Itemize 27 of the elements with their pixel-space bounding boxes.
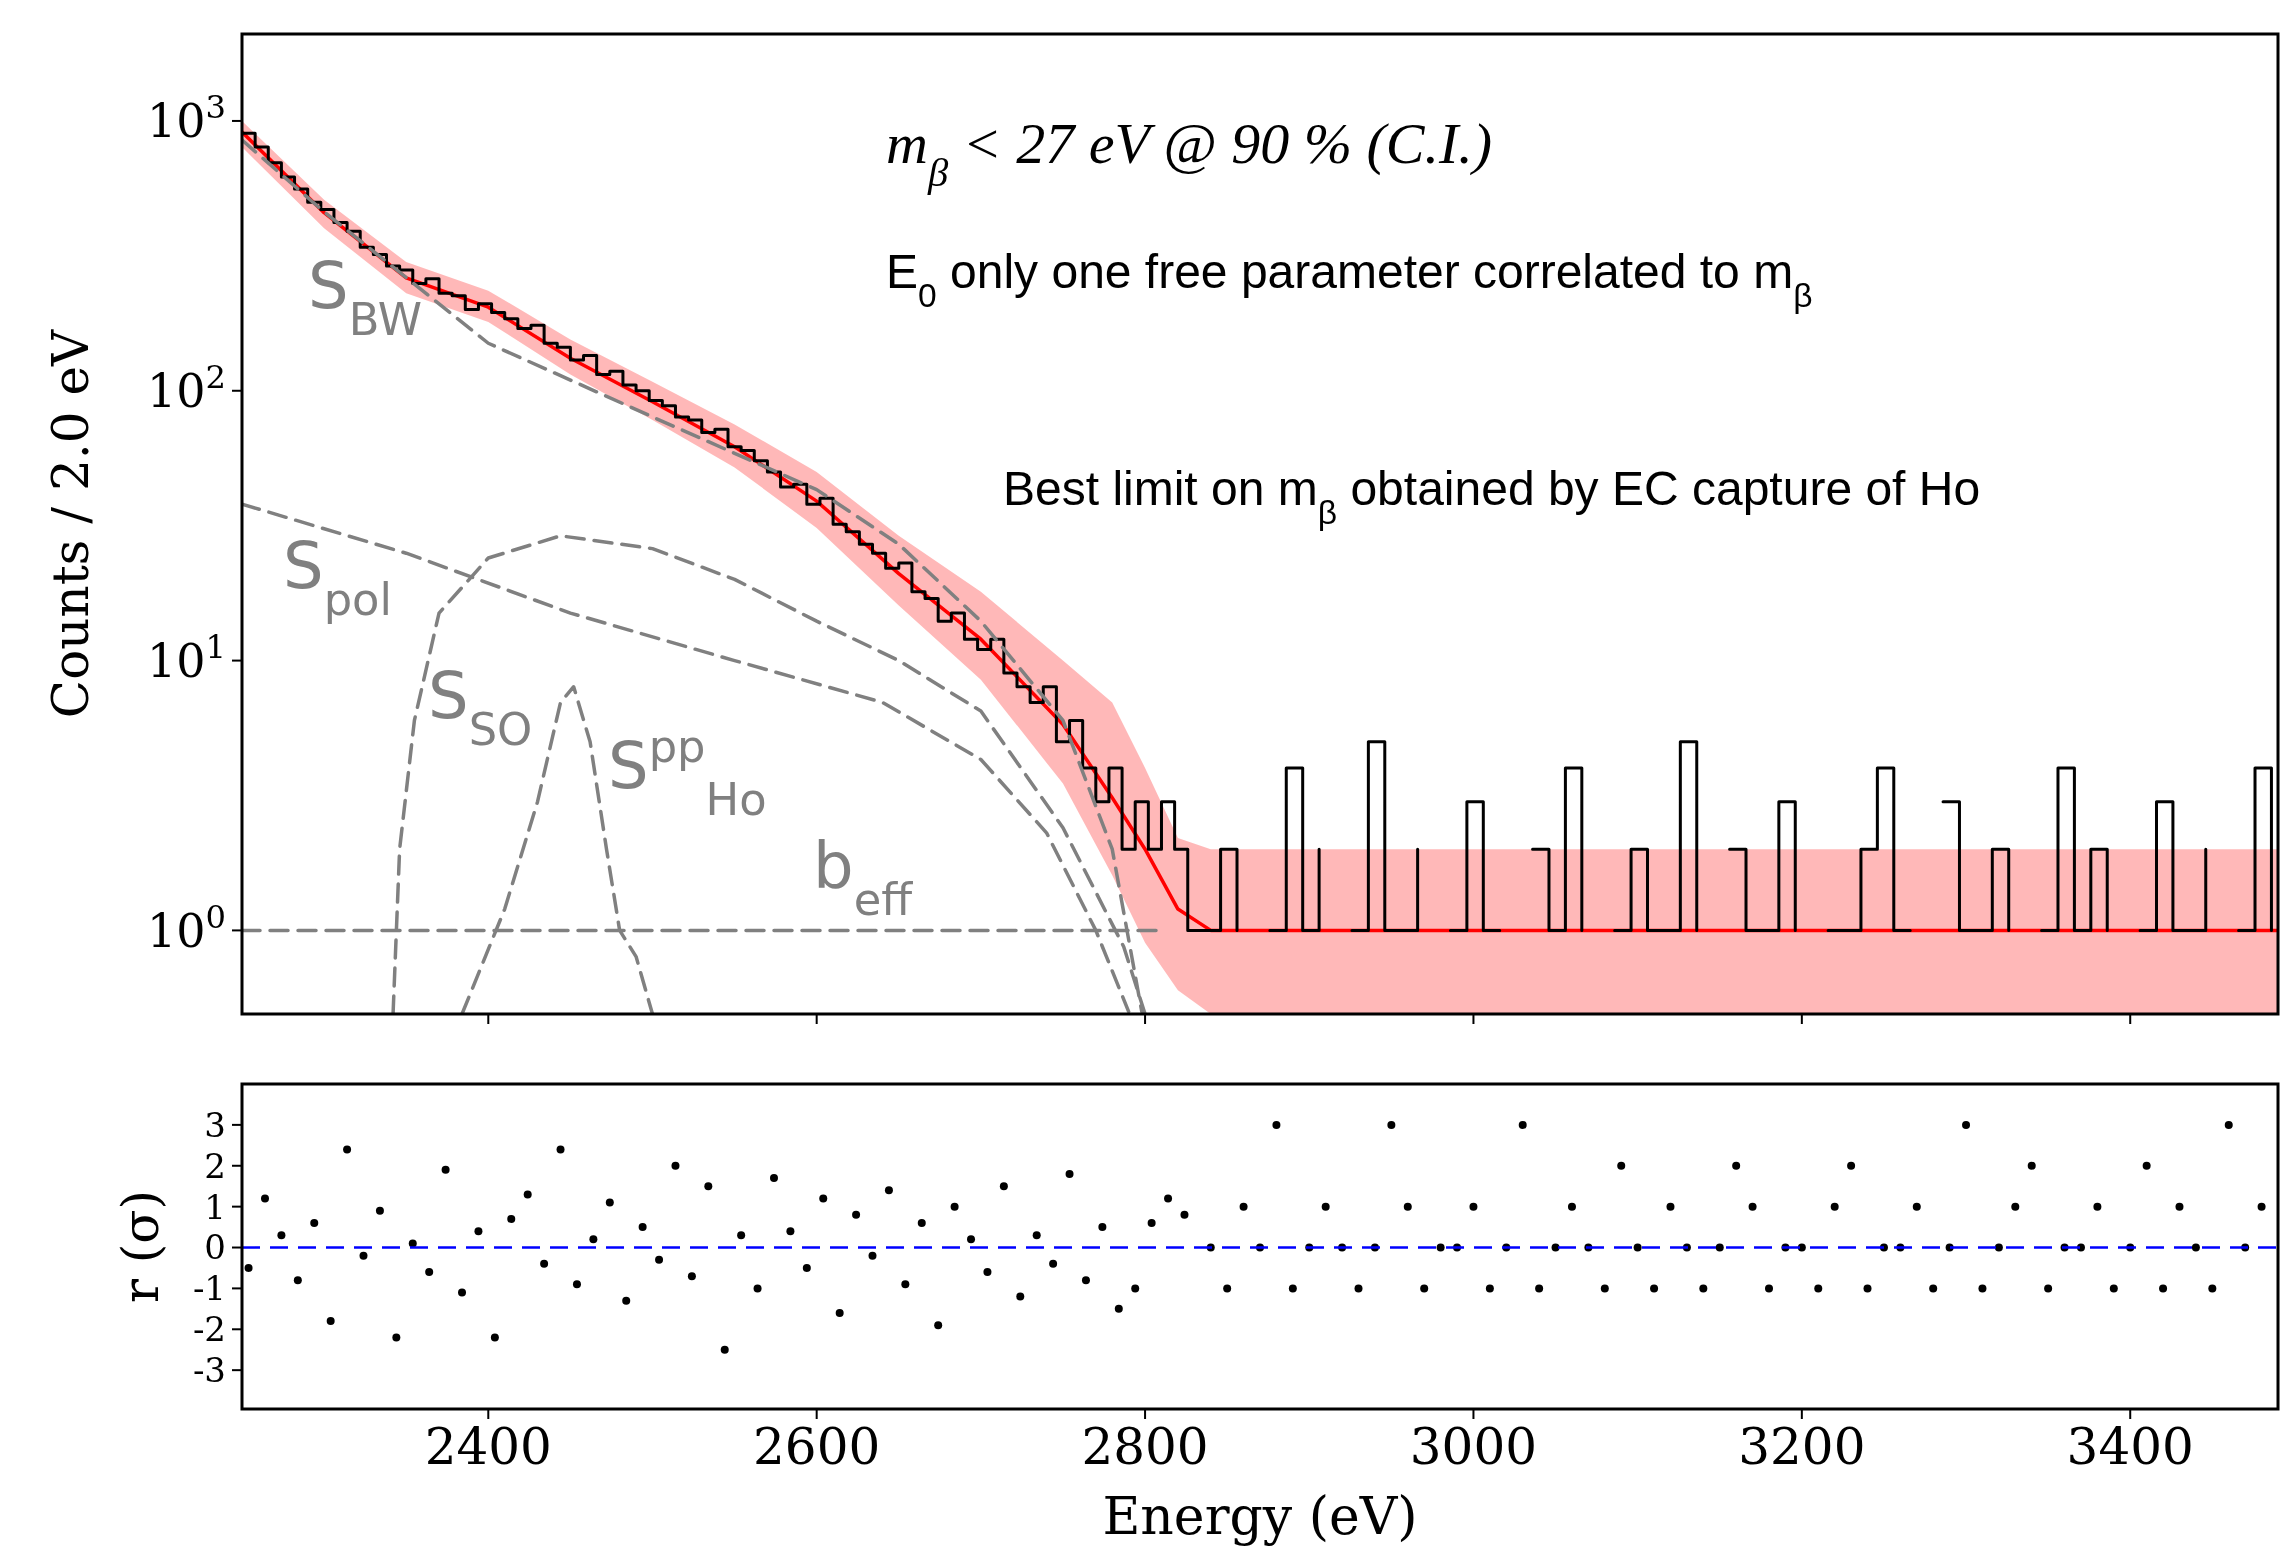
y-tick-label: 10$^{2}$: [146, 357, 226, 418]
y-tick-label: -1: [192, 1268, 226, 1309]
y-tick-label: 10$^{1}$: [146, 627, 226, 688]
y-tick-label: 0: [204, 1227, 226, 1268]
x-axis-title: Energy (eV): [1102, 1486, 1418, 1546]
x-tick-label: 2600: [753, 1418, 881, 1476]
x-tick-label: 2800: [1081, 1418, 1209, 1476]
x-tick-label: 3000: [1409, 1418, 1538, 1476]
annotation: E$_{0}$ only one free parameter correlated to m$_{β}$: [886, 245, 1813, 314]
x-tick-label: 3200: [1738, 1418, 1866, 1476]
y-axis-title: Counts / 2.0 eV: [42, 328, 100, 719]
series-label: S$_{SO}$: [428, 659, 533, 756]
y-tick-label: 1: [204, 1186, 226, 1227]
x-tick-label: 2400: [424, 1418, 552, 1476]
y-tick-label: 3: [204, 1104, 226, 1145]
y-axis-title: r (σ): [112, 1190, 170, 1303]
x-tick-label: 3400: [2066, 1418, 2194, 1476]
y-tick-label: -3: [192, 1350, 226, 1391]
y-tick-label: 2: [204, 1145, 226, 1186]
y-tick-label: 10$^{3}$: [146, 88, 226, 149]
series-label: S$_{pol}$: [283, 529, 392, 626]
series-label: S$_{BW}$: [308, 249, 423, 346]
series-label: b$_{eff}$: [813, 829, 914, 926]
y-tick-label: -2: [192, 1309, 226, 1350]
annotation: Best limit on m$_{β}$ obtained by EC capture of Ho: [1003, 462, 1981, 531]
y-tick-label: 10$^{0}$: [146, 897, 226, 958]
annotation: m$_{β}$ < 27 eV @ 90 % (C.I.): [886, 111, 1493, 195]
